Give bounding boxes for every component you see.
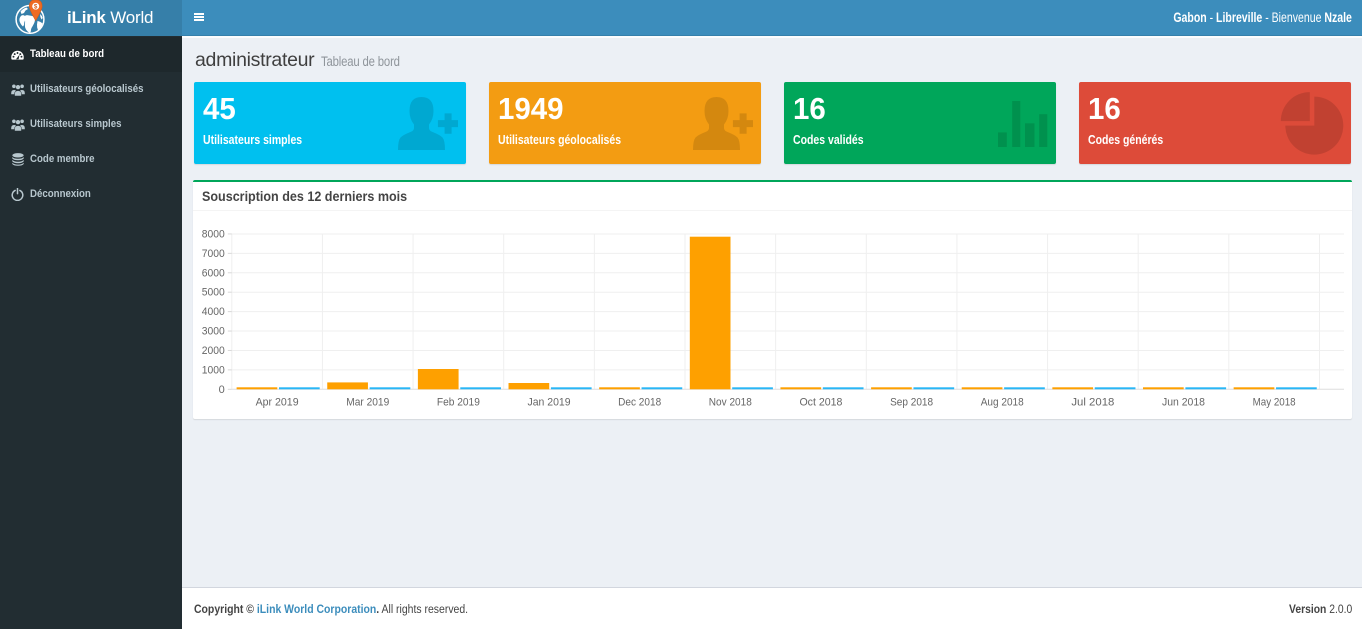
svg-text:8000: 8000 (202, 228, 225, 240)
svg-text:Mar 2019: Mar 2019 (346, 397, 389, 409)
svg-text:$: $ (34, 4, 38, 10)
svg-text:Nov 2018: Nov 2018 (709, 397, 752, 409)
svg-text:Jan 2019: Jan 2019 (528, 397, 571, 409)
svg-text:Oct 2018: Oct 2018 (799, 397, 842, 409)
svg-text:1000: 1000 (202, 364, 225, 376)
svg-text:Apr 2019: Apr 2019 (256, 397, 299, 409)
svg-text:Sep 2018: Sep 2018 (890, 397, 933, 409)
svg-text:3000: 3000 (202, 326, 225, 338)
svg-text:Feb 2019: Feb 2019 (437, 397, 480, 409)
svg-text:Aug 2018: Aug 2018 (981, 397, 1024, 409)
svg-text:5000: 5000 (202, 287, 225, 299)
svg-text:Jun 2018: Jun 2018 (1162, 397, 1205, 409)
svg-text:7000: 7000 (202, 248, 225, 260)
svg-text:2000: 2000 (202, 345, 225, 357)
svg-text:Jul 2018: Jul 2018 (1071, 397, 1114, 409)
svg-text:6000: 6000 (202, 267, 225, 279)
svg-text:May 2018: May 2018 (1253, 397, 1296, 409)
svg-text:Dec 2018: Dec 2018 (618, 397, 661, 409)
svg-text:4000: 4000 (202, 306, 225, 318)
svg-text:0: 0 (219, 384, 225, 396)
